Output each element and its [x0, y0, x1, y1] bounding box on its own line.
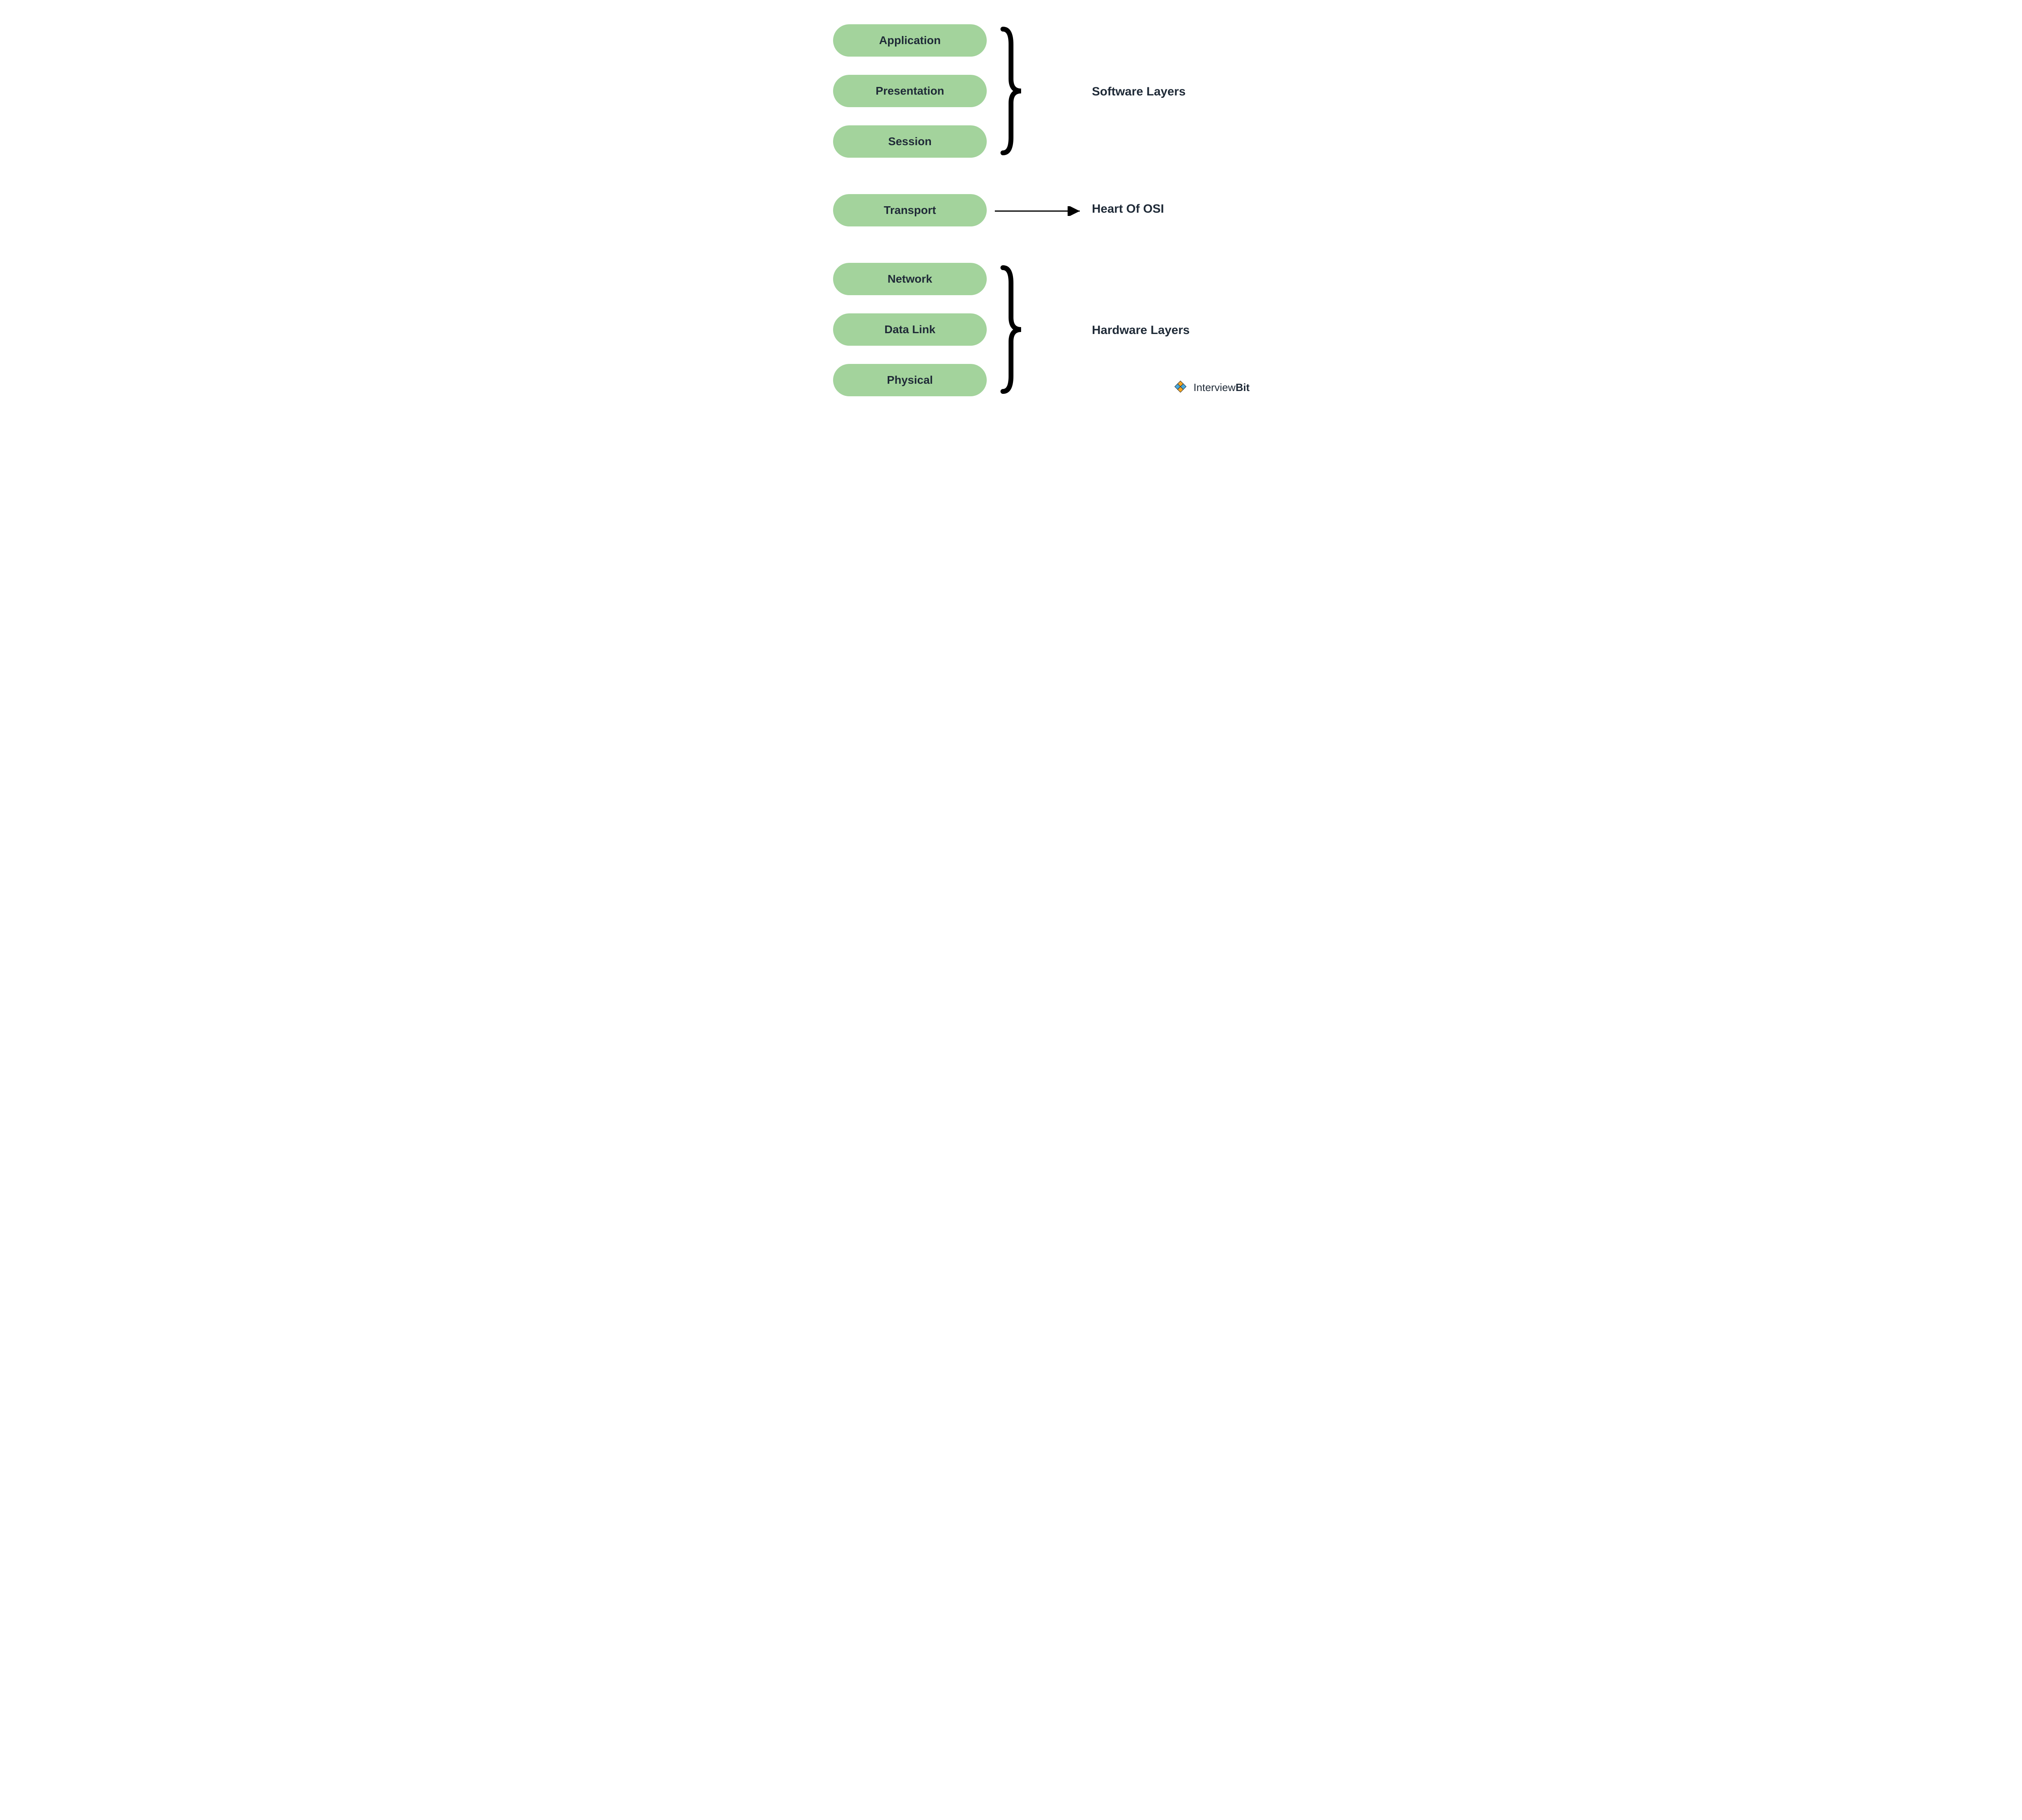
annotation-label: Heart Of OSI: [1092, 202, 1164, 216]
brand-logo-icon: [1172, 378, 1189, 396]
layer-session: Session: [833, 125, 987, 158]
annotation-label: Software Layers: [1092, 85, 1186, 98]
annotation-hardware: Hardware Layers: [1092, 323, 1190, 337]
osi-diagram: Application Presentation Session Transpo…: [760, 0, 1262, 404]
layer-data-link: Data Link: [833, 313, 987, 346]
layer-transport: Transport: [833, 194, 987, 226]
hardware-brace-icon: [999, 263, 1027, 396]
brand-text-prefix: Interview: [1193, 381, 1235, 393]
annotation-label: Hardware Layers: [1092, 323, 1190, 337]
branding: InterviewBit: [1172, 378, 1250, 396]
layer-network: Network: [833, 263, 987, 295]
layer-label: Physical: [887, 374, 933, 387]
layer-label: Transport: [884, 204, 936, 217]
layer-label: Session: [888, 135, 931, 148]
layer-application: Application: [833, 24, 987, 57]
layer-label: Data Link: [884, 323, 935, 336]
arrow-icon: [995, 206, 1085, 216]
brand-text-bold: Bit: [1235, 381, 1250, 393]
layer-label: Application: [879, 34, 941, 47]
annotation-heart: Heart Of OSI: [1092, 202, 1164, 216]
brand-text: InterviewBit: [1193, 381, 1250, 394]
annotation-software: Software Layers: [1092, 85, 1186, 99]
layer-label: Network: [888, 273, 932, 285]
layer-label: Presentation: [876, 85, 944, 97]
software-brace-icon: [999, 24, 1027, 158]
layer-presentation: Presentation: [833, 75, 987, 107]
layer-physical: Physical: [833, 364, 987, 396]
